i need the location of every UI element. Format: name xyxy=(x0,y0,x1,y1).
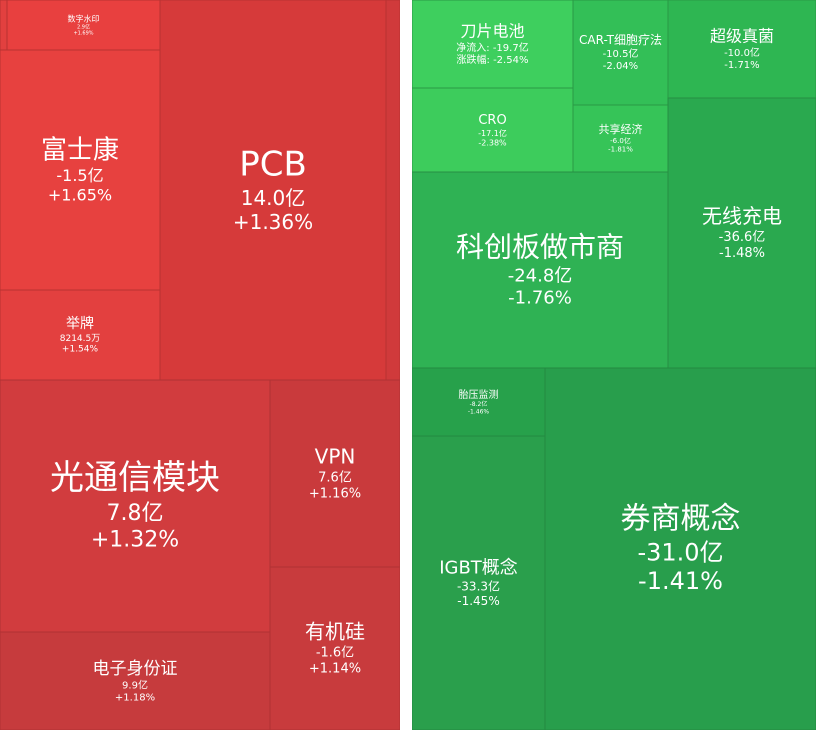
tile-change: +1.65% xyxy=(48,185,112,204)
tile-change: +1.16% xyxy=(309,486,361,501)
tile-flow: 8214.5万 xyxy=(60,334,101,344)
tile[interactable] xyxy=(0,49,161,291)
tile-change: -1.41% xyxy=(638,567,723,595)
tile[interactable] xyxy=(269,566,401,730)
tile-name: VPN xyxy=(315,444,356,468)
tile-name: 超级真菌 xyxy=(710,27,774,46)
tile-name: CRO xyxy=(478,113,506,128)
tile-flow: -24.8亿 xyxy=(508,266,573,287)
tile[interactable] xyxy=(269,379,401,568)
tile xyxy=(0,0,8,51)
tile[interactable] xyxy=(159,0,387,381)
tile-name: 富士康 xyxy=(41,135,119,165)
tile-flow: -33.3亿 xyxy=(457,579,500,594)
tile[interactable] xyxy=(0,631,271,730)
tile-name: PCB xyxy=(239,145,307,185)
tile-flow: -1.5亿 xyxy=(56,166,103,185)
divider xyxy=(400,0,412,730)
tile[interactable] xyxy=(667,97,816,369)
tile-flow: 净流入: -19.7亿 xyxy=(456,41,528,54)
tile-name: 举牌 xyxy=(66,315,94,332)
tile[interactable] xyxy=(544,367,816,730)
tile-flow: -6.0亿 xyxy=(610,136,631,145)
tile-change: 涨跌幅: -2.54% xyxy=(457,53,529,66)
tile-flow: 14.0亿 xyxy=(241,186,306,210)
tile-change: +1.54% xyxy=(62,345,99,355)
tile-flow: -10.5亿 xyxy=(603,47,639,60)
tile-flow: -17.1亿 xyxy=(478,128,507,138)
tile[interactable] xyxy=(0,379,271,633)
tile-name: 有机硅 xyxy=(305,619,365,643)
tile[interactable] xyxy=(6,0,161,51)
tile[interactable] xyxy=(411,367,546,437)
tile-change: +1.14% xyxy=(309,661,361,676)
tile-flow: -8.2亿 xyxy=(470,400,488,408)
tile-flow: 2.9亿 xyxy=(77,24,90,31)
tile[interactable] xyxy=(667,0,816,99)
tile-name: 共享经济 xyxy=(599,122,643,136)
tile-change: +1.69% xyxy=(73,31,93,37)
tile-name: 科创板做市商 xyxy=(456,230,624,263)
tile-name: 电子身份证 xyxy=(93,659,178,679)
tile-name: IGBT概念 xyxy=(439,557,518,579)
tile[interactable] xyxy=(411,171,669,369)
tile-change: +1.18% xyxy=(115,693,155,704)
tile-flow: -1.6亿 xyxy=(316,646,354,661)
tile-change: -2.38% xyxy=(478,138,507,147)
tile-change: -1.45% xyxy=(457,594,499,608)
tile[interactable] xyxy=(572,0,669,106)
tile-name: 数字水印 xyxy=(68,14,100,24)
tile-name: CAR-T细胞疗法 xyxy=(579,33,662,47)
tile-change: -1.71% xyxy=(724,60,759,71)
tile-change: -1.46% xyxy=(468,408,490,415)
tile-change: -2.04% xyxy=(603,61,638,72)
tile-name: 券商概念 xyxy=(621,502,741,537)
tile-flow: 7.6亿 xyxy=(318,471,352,486)
tile[interactable] xyxy=(572,104,669,173)
tile-flow: 9.9亿 xyxy=(122,679,148,692)
tile-change: -1.76% xyxy=(508,287,572,308)
tile-name: 无线充电 xyxy=(702,204,782,228)
tile-change: +1.32% xyxy=(91,527,179,552)
tile-change: +1.36% xyxy=(233,210,313,234)
tile-flow: -36.6亿 xyxy=(719,230,766,245)
tile-change: -1.48% xyxy=(719,246,765,261)
tile-name: 胎压监测 xyxy=(459,388,499,401)
tile-flow: 7.8亿 xyxy=(107,501,164,526)
tile-change: -1.81% xyxy=(608,146,633,154)
tile-flow: -10.0亿 xyxy=(724,46,760,59)
tile xyxy=(385,0,401,381)
tile-flow: -31.0亿 xyxy=(637,538,723,566)
tile-name: 光通信模块 xyxy=(50,458,220,498)
tile-name: 刀片电池 xyxy=(460,22,524,41)
tile[interactable] xyxy=(411,0,574,89)
